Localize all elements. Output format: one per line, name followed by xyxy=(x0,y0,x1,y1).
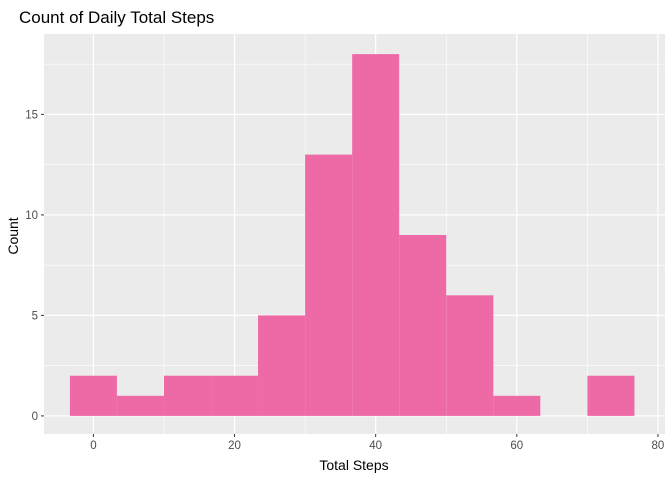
y-tick-label: 15 xyxy=(25,109,38,121)
x-axis-ticks: 0 20 40 60 80 xyxy=(90,434,664,452)
histogram-bar xyxy=(587,375,635,416)
chart-title: Count of Daily Total Steps xyxy=(19,8,214,27)
y-tick-label: 10 xyxy=(25,210,38,222)
x-tick-label: 80 xyxy=(652,440,665,452)
x-axis-title: Total Steps xyxy=(319,457,388,473)
histogram-bar xyxy=(446,295,494,416)
histogram-bar xyxy=(352,54,400,416)
histogram-bar xyxy=(69,375,117,416)
y-tick-label: 0 xyxy=(32,411,38,423)
x-tick-label: 40 xyxy=(369,440,382,452)
histogram-bar xyxy=(399,235,447,416)
histogram-bar xyxy=(116,395,164,416)
x-tick-label: 0 xyxy=(90,440,96,452)
histogram-bar xyxy=(493,395,541,416)
x-tick-label: 60 xyxy=(510,440,523,452)
x-tick-label: 20 xyxy=(228,440,241,452)
histogram-bar xyxy=(163,375,212,416)
y-axis-title: Count xyxy=(5,217,21,254)
histogram-bar xyxy=(211,375,259,416)
y-tick-label: 5 xyxy=(32,310,38,322)
histogram-bars xyxy=(69,54,635,416)
histogram-bar xyxy=(258,315,306,416)
histogram-bar xyxy=(305,154,353,416)
y-axis-ticks: 0 5 10 15 xyxy=(25,109,44,423)
